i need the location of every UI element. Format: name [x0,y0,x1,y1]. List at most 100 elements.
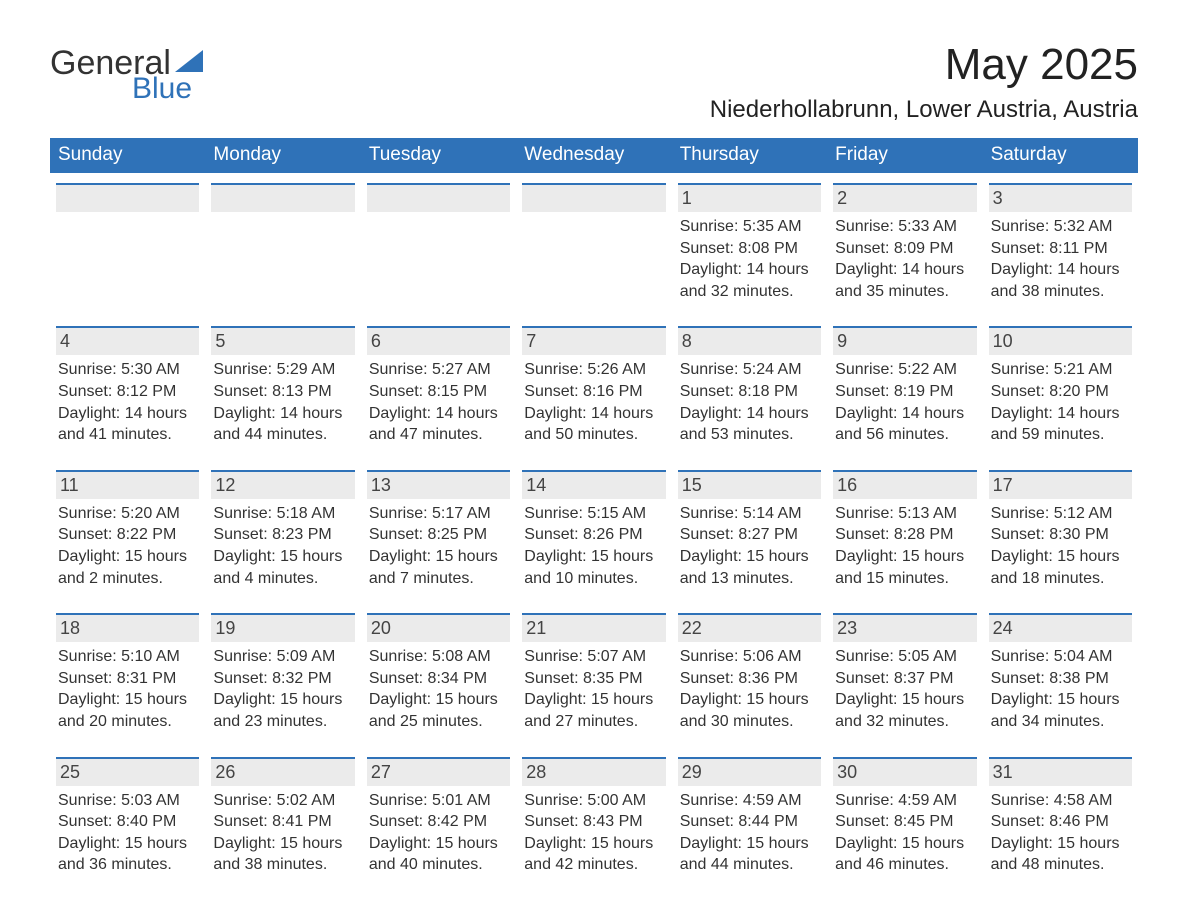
cell-date: 23 [833,613,976,642]
calendar-cell: 26Sunrise: 5:02 AMSunset: 8:41 PMDayligh… [205,757,360,890]
daylight-text: Daylight: 15 hours and 42 minutes. [524,833,663,876]
logo-triangle-icon [175,50,203,72]
calendar-cell: 28Sunrise: 5:00 AMSunset: 8:43 PMDayligh… [516,757,671,890]
daylight-text: Daylight: 15 hours and 18 minutes. [991,546,1130,589]
calendar-cell: 19Sunrise: 5:09 AMSunset: 8:32 PMDayligh… [205,613,360,746]
sunset-text: Sunset: 8:19 PM [835,381,974,403]
calendar-cell: 6Sunrise: 5:27 AMSunset: 8:15 PMDaylight… [361,326,516,459]
sunset-text: Sunset: 8:28 PM [835,524,974,546]
sunset-text: Sunset: 8:45 PM [835,811,974,833]
calendar-cell: 9Sunrise: 5:22 AMSunset: 8:19 PMDaylight… [827,326,982,459]
sunset-text: Sunset: 8:09 PM [835,238,974,260]
cell-date: 3 [989,183,1132,212]
sunset-text: Sunset: 8:11 PM [991,238,1130,260]
cell-body [56,212,199,304]
daylight-text: Daylight: 14 hours and 47 minutes. [369,403,508,446]
cell-body: Sunrise: 5:04 AMSunset: 8:38 PMDaylight:… [989,642,1132,746]
calendar-cell: 5Sunrise: 5:29 AMSunset: 8:13 PMDaylight… [205,326,360,459]
sunrise-text: Sunrise: 5:21 AM [991,359,1130,381]
page-root: General Blue May 2025 Niederhollabrunn, … [0,0,1188,920]
cell-body: Sunrise: 5:24 AMSunset: 8:18 PMDaylight:… [678,355,821,459]
cell-date: 29 [678,757,821,786]
sunrise-text: Sunrise: 5:06 AM [680,646,819,668]
sunrise-text: Sunrise: 5:29 AM [213,359,352,381]
cell-date: 25 [56,757,199,786]
cell-body: Sunrise: 5:09 AMSunset: 8:32 PMDaylight:… [211,642,354,746]
sunset-text: Sunset: 8:15 PM [369,381,508,403]
cell-body: Sunrise: 5:06 AMSunset: 8:36 PMDaylight:… [678,642,821,746]
sunrise-text: Sunrise: 5:03 AM [58,790,197,812]
calendar-cell [516,183,671,316]
sunrise-text: Sunrise: 4:58 AM [991,790,1130,812]
cell-date: 14 [522,470,665,499]
daylight-text: Daylight: 15 hours and 13 minutes. [680,546,819,589]
sunset-text: Sunset: 8:26 PM [524,524,663,546]
cell-body: Sunrise: 5:02 AMSunset: 8:41 PMDaylight:… [211,786,354,890]
month-title: May 2025 [710,40,1138,90]
calendar-cell: 24Sunrise: 5:04 AMSunset: 8:38 PMDayligh… [983,613,1138,746]
cell-date: 27 [367,757,510,786]
daylight-text: Daylight: 14 hours and 59 minutes. [991,403,1130,446]
sunset-text: Sunset: 8:44 PM [680,811,819,833]
cell-date: 30 [833,757,976,786]
cell-body: Sunrise: 5:35 AMSunset: 8:08 PMDaylight:… [678,212,821,316]
cell-date: 1 [678,183,821,212]
cell-date: 20 [367,613,510,642]
sunrise-text: Sunrise: 5:13 AM [835,503,974,525]
sunrise-text: Sunrise: 5:22 AM [835,359,974,381]
cell-date: 19 [211,613,354,642]
dow-header: Sunday [50,138,205,173]
calendar-cell: 18Sunrise: 5:10 AMSunset: 8:31 PMDayligh… [50,613,205,746]
calendar: SundayMondayTuesdayWednesdayThursdayFrid… [50,138,1138,890]
cell-date: 11 [56,470,199,499]
cell-body: Sunrise: 5:20 AMSunset: 8:22 PMDaylight:… [56,499,199,603]
cell-body: Sunrise: 5:07 AMSunset: 8:35 PMDaylight:… [522,642,665,746]
cell-date: 21 [522,613,665,642]
sunrise-text: Sunrise: 5:17 AM [369,503,508,525]
sunset-text: Sunset: 8:20 PM [991,381,1130,403]
daylight-text: Daylight: 15 hours and 40 minutes. [369,833,508,876]
daylight-text: Daylight: 15 hours and 4 minutes. [213,546,352,589]
sunrise-text: Sunrise: 5:07 AM [524,646,663,668]
sunset-text: Sunset: 8:36 PM [680,668,819,690]
daylight-text: Daylight: 14 hours and 41 minutes. [58,403,197,446]
title-block: May 2025 Niederhollabrunn, Lower Austria… [710,40,1138,124]
daylight-text: Daylight: 15 hours and 7 minutes. [369,546,508,589]
dow-header: Tuesday [361,138,516,173]
dow-header: Monday [205,138,360,173]
daylight-text: Daylight: 15 hours and 2 minutes. [58,546,197,589]
calendar-cell: 4Sunrise: 5:30 AMSunset: 8:12 PMDaylight… [50,326,205,459]
sunrise-text: Sunrise: 5:35 AM [680,216,819,238]
sunrise-text: Sunrise: 5:15 AM [524,503,663,525]
sunset-text: Sunset: 8:12 PM [58,381,197,403]
week-row: 25Sunrise: 5:03 AMSunset: 8:40 PMDayligh… [50,757,1138,890]
calendar-cell: 29Sunrise: 4:59 AMSunset: 8:44 PMDayligh… [672,757,827,890]
calendar-cell: 17Sunrise: 5:12 AMSunset: 8:30 PMDayligh… [983,470,1138,603]
sunrise-text: Sunrise: 5:32 AM [991,216,1130,238]
cell-body: Sunrise: 5:22 AMSunset: 8:19 PMDaylight:… [833,355,976,459]
daylight-text: Daylight: 15 hours and 46 minutes. [835,833,974,876]
cell-date: 5 [211,326,354,355]
calendar-cell: 11Sunrise: 5:20 AMSunset: 8:22 PMDayligh… [50,470,205,603]
daylight-text: Daylight: 14 hours and 50 minutes. [524,403,663,446]
sunset-text: Sunset: 8:16 PM [524,381,663,403]
calendar-cell: 15Sunrise: 5:14 AMSunset: 8:27 PMDayligh… [672,470,827,603]
cell-date [56,183,199,212]
daylight-text: Daylight: 15 hours and 44 minutes. [680,833,819,876]
sunrise-text: Sunrise: 5:30 AM [58,359,197,381]
sunrise-text: Sunrise: 5:14 AM [680,503,819,525]
sunrise-text: Sunrise: 5:01 AM [369,790,508,812]
calendar-cell: 7Sunrise: 5:26 AMSunset: 8:16 PMDaylight… [516,326,671,459]
daylight-text: Daylight: 14 hours and 53 minutes. [680,403,819,446]
cell-body: Sunrise: 5:27 AMSunset: 8:15 PMDaylight:… [367,355,510,459]
cell-body: Sunrise: 5:03 AMSunset: 8:40 PMDaylight:… [56,786,199,890]
sunrise-text: Sunrise: 5:18 AM [213,503,352,525]
cell-date [367,183,510,212]
daylight-text: Daylight: 15 hours and 15 minutes. [835,546,974,589]
sunset-text: Sunset: 8:08 PM [680,238,819,260]
cell-date: 12 [211,470,354,499]
sunrise-text: Sunrise: 5:27 AM [369,359,508,381]
calendar-cell: 2Sunrise: 5:33 AMSunset: 8:09 PMDaylight… [827,183,982,316]
cell-date: 2 [833,183,976,212]
cell-date: 16 [833,470,976,499]
